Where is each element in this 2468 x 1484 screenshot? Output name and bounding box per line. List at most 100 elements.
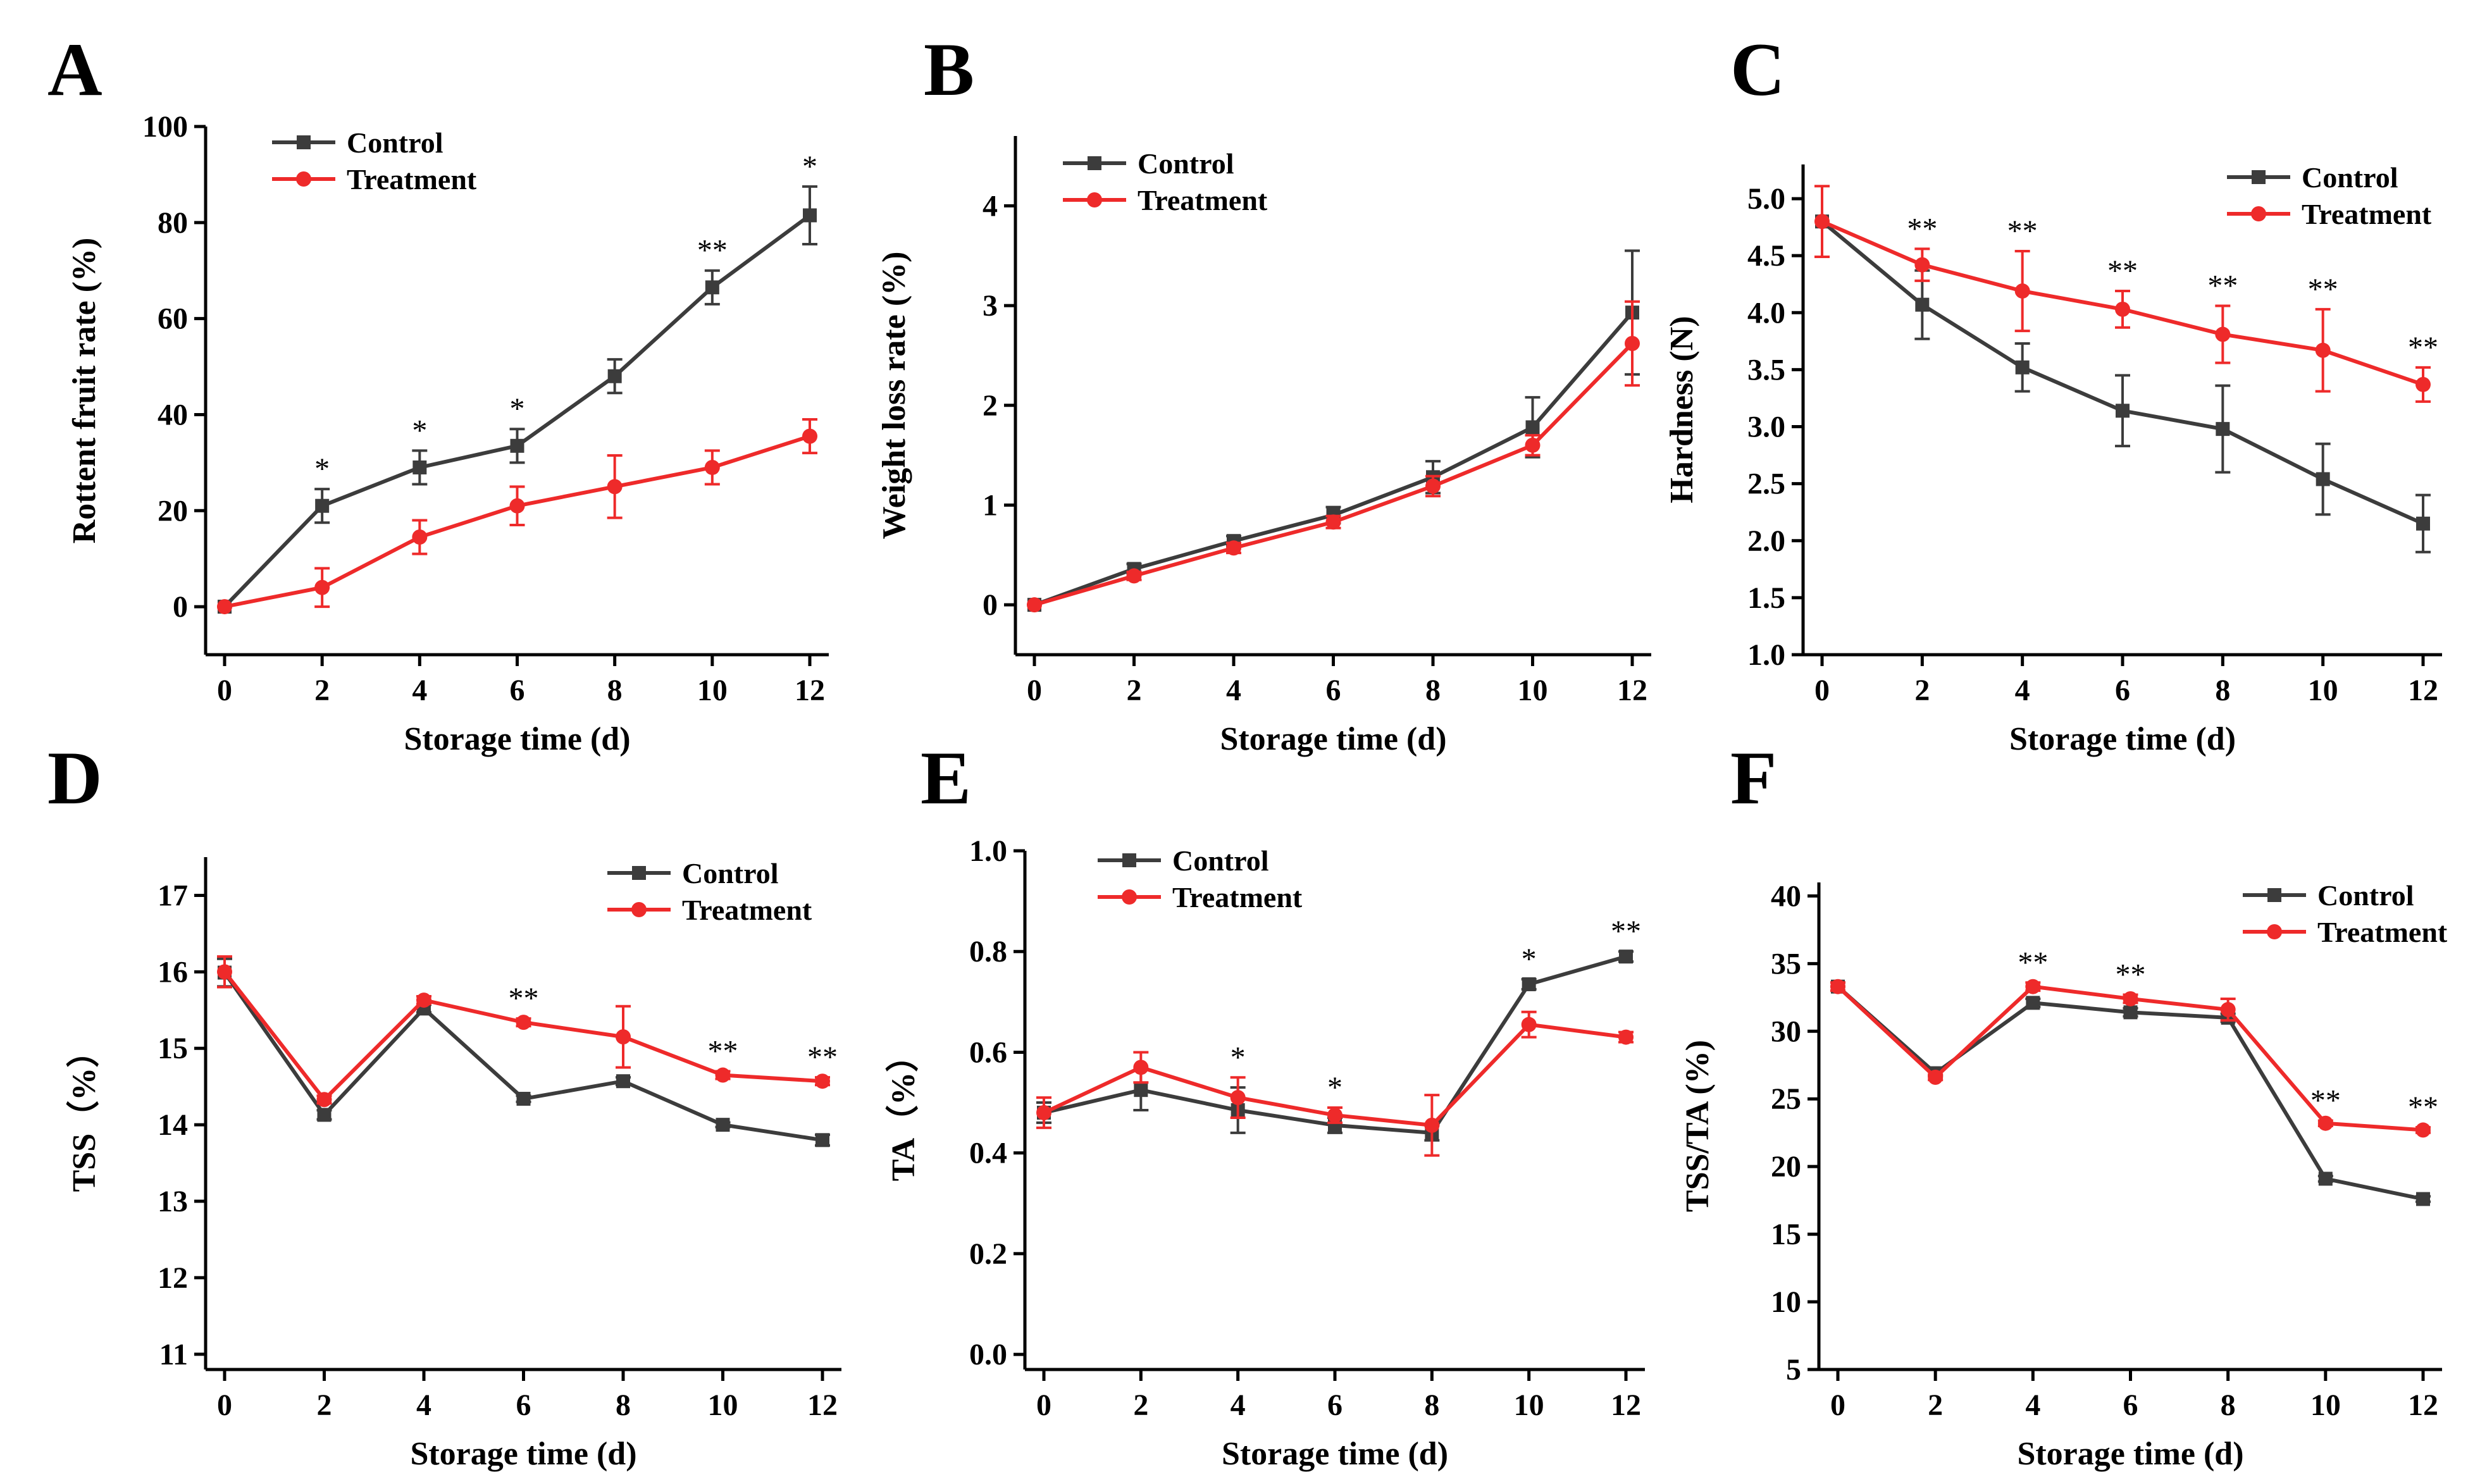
significance-marker: * bbox=[1327, 1071, 1343, 1104]
treatment-data-point bbox=[1814, 214, 1830, 230]
x-tick-label: 4 bbox=[2025, 1388, 2040, 1422]
y-tick-label: 3.5 bbox=[1747, 353, 1785, 386]
treatment-data-point bbox=[1327, 1107, 1343, 1123]
y-tick-label: 0.4 bbox=[969, 1137, 1007, 1170]
x-tick-label: 6 bbox=[2115, 674, 2130, 707]
y-tick-label: 60 bbox=[158, 302, 188, 336]
x-tick-label: 0 bbox=[1830, 1388, 1845, 1422]
control-legend-label: Control bbox=[1172, 844, 1269, 877]
treatment-data-point bbox=[2220, 1002, 2236, 1018]
treatment-data-point bbox=[2415, 376, 2431, 392]
y-tick-label: 1.0 bbox=[969, 834, 1007, 868]
x-tick-label: 12 bbox=[1611, 1388, 1641, 1422]
significance-marker: ** bbox=[2007, 214, 2038, 248]
treatment-data-point bbox=[2025, 979, 2041, 994]
control-data-point bbox=[1522, 977, 1536, 991]
treatment-legend-marker bbox=[1087, 192, 1102, 207]
significance-marker: ** bbox=[807, 1041, 838, 1074]
significance-marker: ** bbox=[2408, 1091, 2438, 1124]
x-tick-label: 8 bbox=[2221, 1388, 2236, 1422]
y-tick-label: 14 bbox=[158, 1108, 188, 1142]
treatment-data-point bbox=[704, 459, 720, 475]
x-tick-label: 6 bbox=[1326, 674, 1341, 707]
y-tick-label: 80 bbox=[158, 206, 188, 240]
control-data-point bbox=[1134, 1083, 1148, 1098]
y-axis-title: Weight loss rate (%) bbox=[876, 252, 912, 540]
x-tick-label: 10 bbox=[708, 1388, 738, 1422]
x-axis-title: Storage time (d) bbox=[404, 721, 630, 757]
significance-marker: ** bbox=[2308, 273, 2338, 306]
treatment-data-point bbox=[1618, 1029, 1634, 1045]
y-tick-label: 4 bbox=[983, 189, 998, 223]
treatment-legend-label: Treatment bbox=[2317, 916, 2448, 948]
x-tick-label: 0 bbox=[217, 1388, 232, 1422]
x-tick-label: 0 bbox=[217, 674, 232, 707]
control-data-point bbox=[2123, 1005, 2138, 1020]
control-data-point bbox=[2416, 516, 2430, 531]
control-data-point bbox=[2416, 1192, 2430, 1206]
x-tick-label: 8 bbox=[2215, 674, 2230, 707]
x-tick-label: 2 bbox=[1914, 674, 1930, 707]
significance-marker: ** bbox=[697, 234, 728, 268]
y-tick-label: 25 bbox=[1771, 1082, 1801, 1116]
y-tick-label: 3 bbox=[983, 289, 998, 323]
y-tick-label: 40 bbox=[158, 398, 188, 431]
control-legend-marker bbox=[632, 866, 646, 880]
control-data-point bbox=[2216, 422, 2230, 436]
x-tick-label: 10 bbox=[1514, 1388, 1544, 1422]
treatment-data-point bbox=[2115, 301, 2130, 317]
control-data-point bbox=[1619, 949, 1633, 964]
y-tick-label: 0 bbox=[983, 588, 998, 622]
x-tick-label: 10 bbox=[2308, 674, 2338, 707]
panel-a: A 0 2 4 6 8 10 12 0 20 40 60 80 100 Storage time (d) Ro… bbox=[47, 27, 829, 757]
significance-marker: ** bbox=[708, 1035, 738, 1068]
y-tick-label: 12 bbox=[158, 1261, 188, 1295]
y-tick-label: 40 bbox=[1771, 879, 1801, 913]
legend: Control Treatment bbox=[1098, 844, 1303, 913]
control-legend-marker bbox=[1122, 853, 1136, 867]
panel-label: C bbox=[1730, 27, 1785, 111]
treatment-data-point bbox=[815, 1073, 830, 1089]
x-tick-label: 2 bbox=[1127, 674, 1142, 707]
x-tick-label: 0 bbox=[1814, 674, 1830, 707]
control-legend-marker bbox=[297, 135, 311, 149]
treatment-data-point bbox=[1914, 257, 1930, 273]
control-data-point bbox=[716, 1118, 730, 1132]
y-tick-label: 4.5 bbox=[1747, 239, 1785, 273]
x-tick-label: 4 bbox=[412, 674, 427, 707]
legend: Control Treatment bbox=[272, 127, 477, 195]
treatment-data-point bbox=[314, 579, 330, 595]
y-tick-label: 1.0 bbox=[1747, 638, 1785, 672]
x-axis-title: Storage time (d) bbox=[1220, 721, 1446, 757]
x-tick-label: 12 bbox=[1617, 674, 1647, 707]
y-tick-label: 0.0 bbox=[969, 1338, 1007, 1371]
treatment-data-point bbox=[1133, 1060, 1149, 1075]
x-tick-label: 8 bbox=[616, 1388, 631, 1422]
control-data-point bbox=[705, 280, 719, 295]
x-tick-label: 4 bbox=[2015, 674, 2030, 707]
x-tick-label: 6 bbox=[2123, 1388, 2138, 1422]
control-legend-label: Control bbox=[682, 857, 779, 889]
treatment-data-point bbox=[1325, 514, 1341, 530]
significance-marker: ** bbox=[1907, 212, 1937, 245]
legend: Control Treatment bbox=[2243, 879, 2448, 948]
treatment-data-point bbox=[616, 1029, 631, 1045]
panel-label: E bbox=[921, 736, 971, 820]
significance-marker: * bbox=[802, 150, 817, 183]
y-axis-title: TSS（%） bbox=[66, 1035, 102, 1192]
panel-label: A bbox=[47, 27, 102, 111]
treatment-data-point bbox=[2317, 1115, 2333, 1131]
treatment-data-point bbox=[2215, 326, 2231, 342]
control-data-point bbox=[607, 369, 622, 383]
treatment-data-point bbox=[1425, 478, 1441, 494]
x-tick-label: 12 bbox=[2408, 674, 2438, 707]
treatment-legend-marker bbox=[296, 171, 311, 187]
x-tick-label: 10 bbox=[697, 674, 728, 707]
significance-marker: ** bbox=[2018, 946, 2048, 979]
significance-marker: * bbox=[314, 452, 330, 486]
y-tick-label: 20 bbox=[1771, 1150, 1801, 1184]
control-legend-label: Control bbox=[1138, 147, 1234, 180]
y-tick-label: 10 bbox=[1771, 1285, 1801, 1319]
x-tick-label: 2 bbox=[1928, 1388, 1943, 1422]
